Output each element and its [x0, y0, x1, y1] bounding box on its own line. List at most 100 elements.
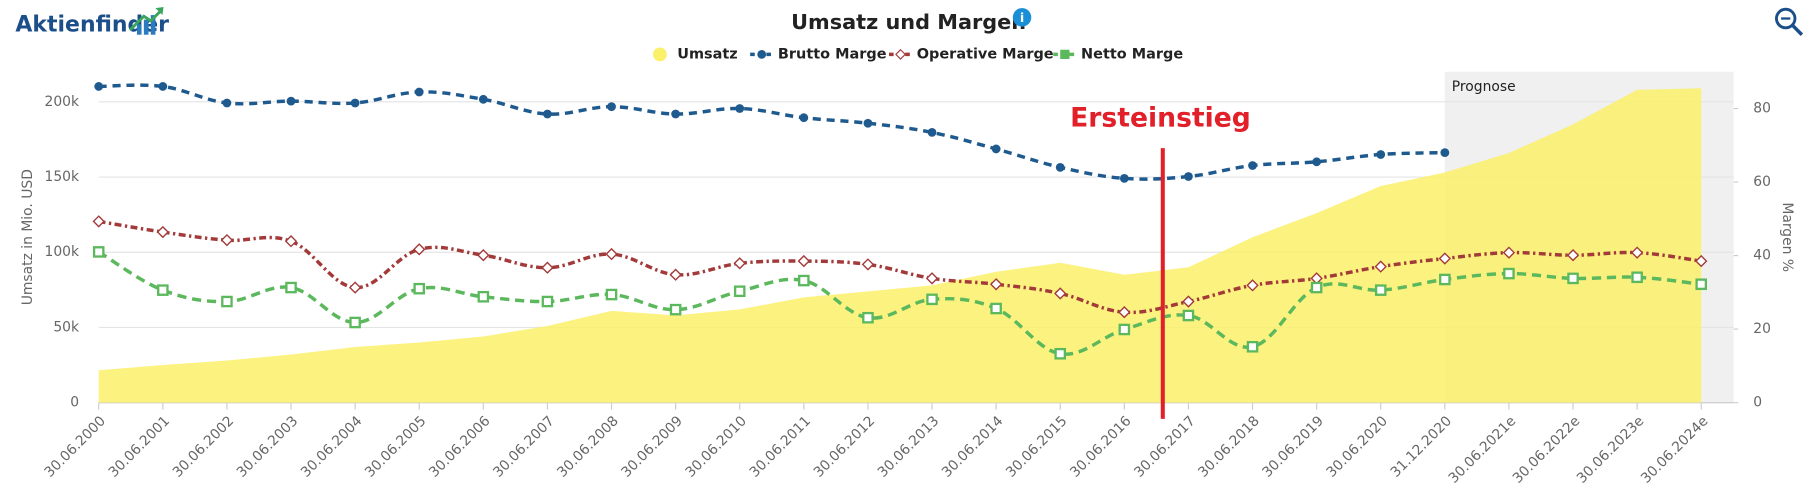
marker: [348, 281, 362, 294]
marker: [221, 295, 233, 308]
marker: [1439, 273, 1451, 286]
chart-title: Umsatz und Margen: [791, 10, 1026, 34]
legend-item: Brutto Marge: [750, 46, 887, 62]
marker: [158, 82, 168, 91]
marker: [413, 282, 426, 295]
legend-symbol: [652, 47, 667, 62]
legend-item: Umsatz: [652, 46, 738, 62]
marker: [1118, 323, 1131, 336]
x-tick-label: 30.06.2018: [1195, 413, 1262, 480]
marker: [1182, 295, 1195, 308]
marker: [607, 102, 616, 112]
x-tick-label: 30.06.2008: [554, 413, 621, 480]
annotation: Ersteinstieg: [1070, 103, 1251, 134]
marker: [990, 302, 1002, 315]
marker: [1630, 246, 1644, 259]
marker: [1312, 157, 1322, 167]
marker: [349, 316, 361, 329]
y-tick-label: 50k: [53, 319, 79, 335]
marker: [286, 96, 296, 106]
marker: [1440, 148, 1450, 158]
x-tick-label: 30.06.2004: [298, 413, 366, 481]
marker: [1631, 271, 1643, 284]
logo: Aktienfinder: [15, 6, 169, 37]
x-tick-label: 30.06.2002: [170, 413, 237, 480]
marker: [863, 118, 873, 128]
marker: [543, 109, 552, 119]
marker: [285, 281, 297, 294]
legend-marker: [757, 49, 767, 59]
legend-item: Operative Marge: [888, 46, 1054, 62]
info-icon[interactable]: [1012, 8, 1032, 27]
x-tick-label: 30.06.2001: [106, 413, 173, 480]
x-tick-label: 30.06.2003: [234, 413, 301, 480]
forecast-label: Prognose: [1452, 79, 1516, 95]
marker: [1055, 162, 1065, 172]
y2-tick-label: 60: [1753, 174, 1771, 190]
marker: [1246, 340, 1259, 353]
marker: [669, 268, 682, 281]
marker: [862, 311, 874, 324]
marker: [477, 290, 490, 303]
zoom-icon[interactable]: [1774, 7, 1804, 36]
marker: [92, 215, 105, 228]
marker: [1502, 246, 1516, 259]
y2-tick-label: 20: [1753, 321, 1771, 337]
marker: [284, 235, 298, 248]
marker: [925, 272, 939, 285]
line: [98, 83, 1445, 181]
marker: [733, 285, 746, 298]
marker: [605, 288, 618, 301]
x-tick-label: 30.06.2010: [683, 413, 750, 480]
marker: [991, 144, 1001, 154]
marker: [92, 246, 105, 258]
legend-item: Netto Marge: [1053, 46, 1183, 62]
x-tick-label: 30.06.2011: [747, 413, 814, 480]
y-tick-label: 200k: [45, 94, 80, 110]
x-tick-label: 30.06.2014: [939, 413, 1007, 481]
marker: [1438, 252, 1452, 265]
marker: [1376, 150, 1386, 159]
marker: [220, 233, 234, 247]
marker: [1054, 287, 1067, 300]
y-tick-label: 0: [70, 395, 79, 411]
marker: [478, 94, 488, 104]
marker: [1567, 272, 1579, 285]
legend-marker: [1060, 49, 1070, 60]
marker: [1374, 284, 1387, 296]
y-axis-label: Umsatz in Mio. USD: [20, 169, 36, 305]
legend-label: Umsatz: [677, 46, 737, 62]
marker: [1503, 267, 1515, 280]
x-tick-label: 30.06.2020: [1324, 413, 1391, 480]
marker: [541, 261, 554, 274]
marker: [797, 254, 811, 268]
legend-marker: [895, 48, 907, 60]
marker: [927, 128, 937, 137]
marker: [1374, 260, 1387, 273]
x-tick-label: 30.06.2013: [875, 413, 942, 480]
marker: [1246, 279, 1259, 292]
marker: [1695, 278, 1708, 291]
area: [98, 88, 1702, 403]
marker: [413, 243, 426, 256]
x-tick-label: 30.06.2012: [811, 413, 878, 480]
x-tick-label: 30.06.2017: [1131, 413, 1198, 480]
marker: [733, 257, 746, 270]
info-i: i: [1020, 10, 1024, 25]
marker: [735, 104, 745, 113]
y-tick-label: 150k: [45, 169, 80, 185]
marker: [799, 113, 809, 123]
x-tick-label: 30.06.2009: [618, 413, 685, 480]
marker: [1184, 172, 1193, 181]
legend-label: Brutto Marge: [778, 46, 887, 62]
x-tick-label: 30.06.2016: [1067, 413, 1134, 480]
line: [97, 250, 1702, 356]
marker: [926, 293, 938, 306]
marker: [669, 303, 682, 316]
marker: [222, 98, 232, 108]
marker: [477, 249, 490, 262]
y2-tick-label: 80: [1753, 101, 1771, 117]
marker: [94, 82, 104, 91]
marker: [1310, 281, 1323, 294]
